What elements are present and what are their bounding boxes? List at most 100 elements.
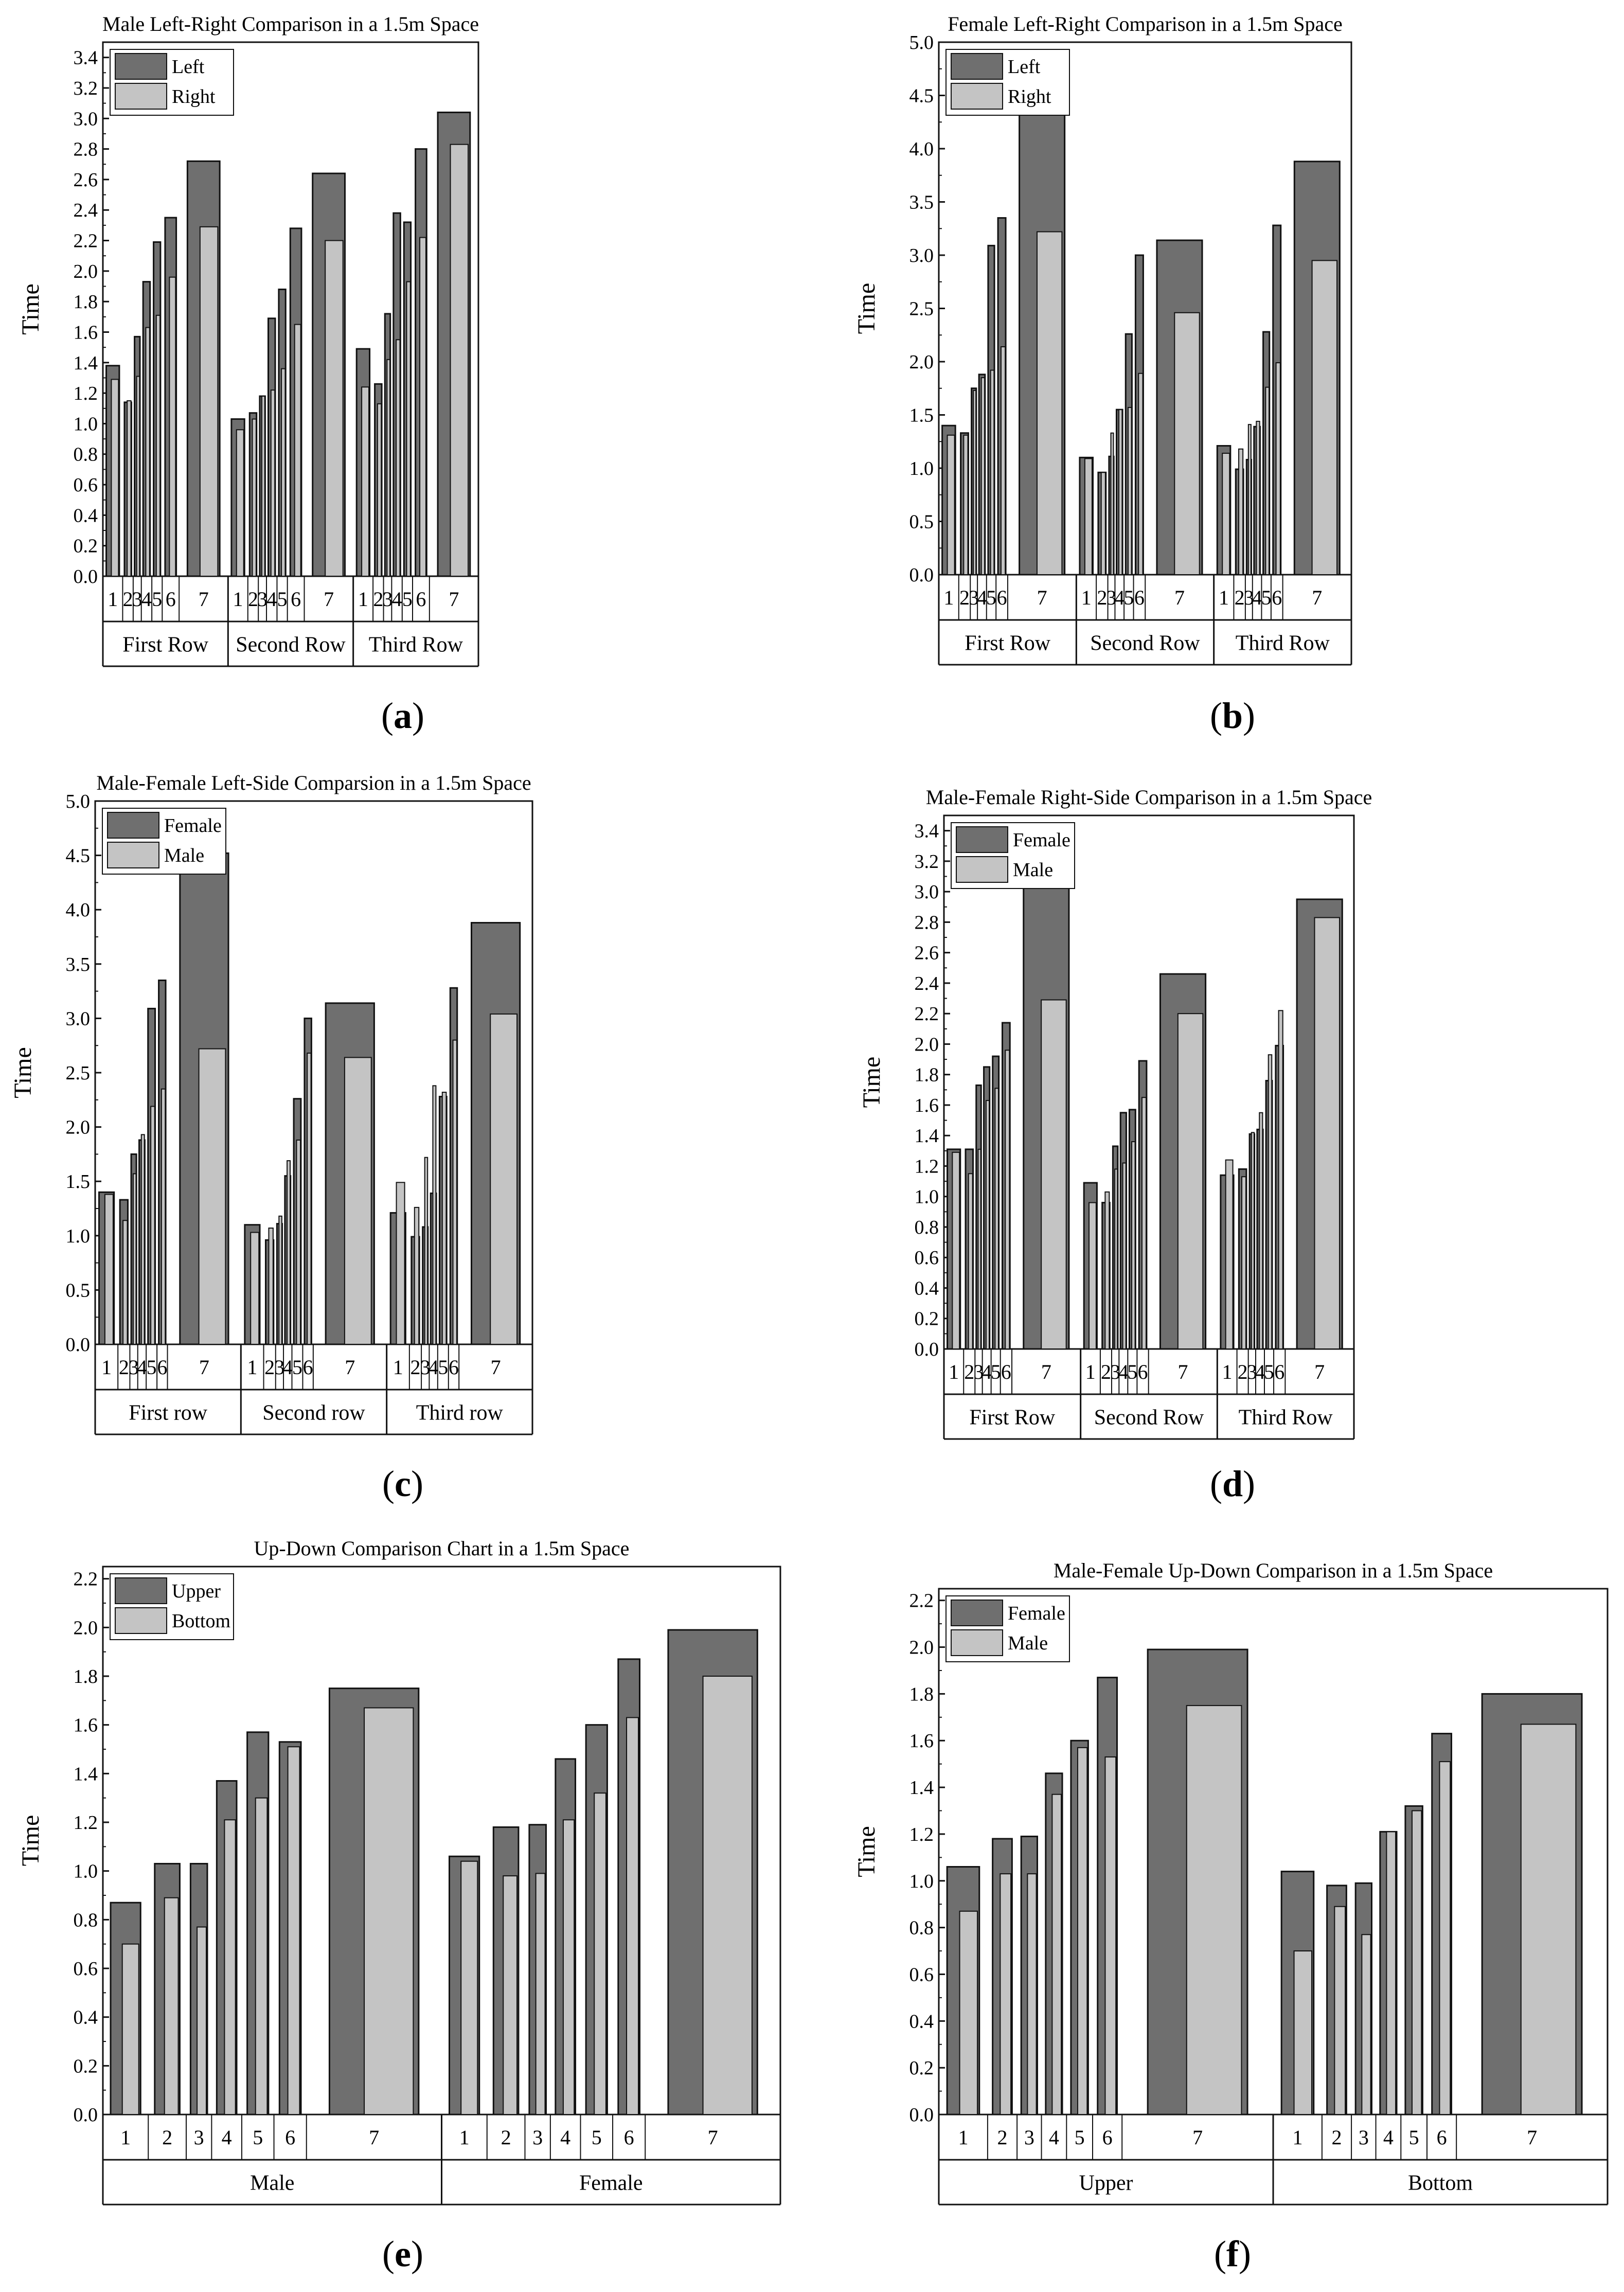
category-label: 1	[949, 1360, 959, 1383]
category-label: 4	[282, 1356, 293, 1379]
y-tick-label: 2.6	[74, 169, 98, 191]
bar-right	[236, 429, 244, 577]
y-tick-label: 1.8	[74, 1666, 98, 1687]
bar-right	[1118, 409, 1123, 576]
panel-caption: (b)	[1210, 695, 1255, 736]
bar-right	[406, 281, 411, 577]
bar-right	[294, 324, 301, 577]
bar-male	[414, 1206, 420, 1345]
y-tick-label: 1.8	[915, 1064, 939, 1086]
category-label: 5	[986, 586, 996, 609]
group-label: Second Row	[1090, 632, 1200, 655]
category-label: 4	[266, 588, 277, 611]
category-label: 5	[253, 2126, 263, 2149]
category-label: 4	[1255, 1360, 1265, 1383]
caption-close: )	[412, 695, 424, 736]
bar-male	[1141, 1097, 1147, 1350]
caption-letter: f	[1226, 2233, 1239, 2275]
bar-bottom	[287, 1746, 300, 2115]
caption-close: )	[1239, 2233, 1251, 2275]
bar-right	[1311, 260, 1338, 576]
category-label: 1	[1222, 1360, 1232, 1383]
legend-label: Upper	[172, 1580, 221, 1602]
y-tick-label: 1.2	[915, 1156, 939, 1177]
group-label: Third Row	[1236, 632, 1330, 655]
y-tick-label: 0.5	[909, 511, 934, 533]
category-label: 2	[1238, 1360, 1248, 1383]
bar-bottom	[535, 1873, 546, 2115]
bar-male	[432, 1085, 437, 1345]
y-tick-label: 1.4	[74, 1763, 98, 1785]
category-label: 3	[1024, 2126, 1034, 2149]
caption-close: )	[1243, 695, 1255, 736]
bar-bottom	[121, 1943, 139, 2116]
group-label: First row	[129, 1401, 208, 1425]
bar-male	[1051, 1793, 1062, 2115]
legend-swatch	[951, 1629, 1003, 1656]
category-label: 7	[324, 588, 334, 611]
panel-caption: (f)	[1214, 2233, 1251, 2275]
y-tick-label: 3.0	[909, 245, 934, 266]
bar-right	[1247, 424, 1252, 575]
bar-right	[963, 434, 969, 576]
group-label: First Row	[965, 632, 1051, 655]
category-label: 5	[1123, 586, 1134, 609]
category-label: 3	[1244, 586, 1254, 609]
chart-panel-c: Male-Female Left-Side Comparsion in a 1.…	[9, 771, 533, 1435]
legend-label: Female	[1008, 1603, 1065, 1624]
category-label: 3	[1107, 586, 1117, 609]
category-label: 3	[973, 1360, 984, 1383]
category-label: 6	[166, 588, 176, 611]
panel-caption: (c)	[382, 1463, 423, 1504]
bar-bottom	[164, 1897, 179, 2116]
category-label: 6	[291, 588, 301, 611]
bar-male	[307, 1052, 312, 1345]
category-label: 2	[1235, 586, 1245, 609]
bar-right	[1256, 420, 1260, 575]
y-tick-label: 3.2	[74, 78, 98, 99]
bar-male	[396, 1182, 405, 1345]
category-label: 4	[137, 1356, 147, 1379]
caption-open: (	[1210, 695, 1222, 736]
bar-male	[1027, 1873, 1037, 2115]
y-tick-label: 0.8	[74, 444, 98, 466]
y-tick-label: 0.0	[74, 2104, 98, 2126]
y-tick-label: 3.5	[909, 192, 934, 214]
y-tick-label: 0.6	[915, 1247, 939, 1269]
y-axis-label: Time	[17, 1815, 44, 1867]
bar-right	[199, 226, 219, 577]
y-tick-label: 0.2	[74, 536, 98, 557]
bar-right	[111, 379, 119, 577]
bar-male	[952, 1151, 960, 1350]
y-tick-label: 2.5	[66, 1062, 91, 1084]
chart-panel-a: Male Left-Right Comparison in a 1.5m Spa…	[17, 12, 479, 667]
y-tick-label: 3.4	[74, 47, 98, 69]
bar-bottom	[503, 1875, 518, 2115]
bar-right	[145, 327, 150, 577]
bar-male	[1386, 1831, 1397, 2115]
chart-panel-f: Male-Female Up-Down Comparison in a 1.5m…	[853, 1559, 1609, 2206]
category-label: 5	[592, 2126, 602, 2149]
group-label: Third Row	[1239, 1406, 1333, 1430]
group-label: First Row	[122, 633, 209, 657]
category-label: 6	[624, 2126, 634, 2149]
y-tick-label: 1.0	[909, 458, 934, 479]
caption-open: (	[1210, 1463, 1222, 1504]
category-label: 1	[459, 2126, 470, 2149]
caption-letter: b	[1222, 695, 1243, 736]
caption-open: (	[381, 695, 394, 736]
category-label: 3	[382, 588, 392, 611]
y-tick-label: 4.5	[909, 85, 934, 107]
y-tick-label: 4.0	[909, 138, 934, 160]
caption-letter: a	[394, 695, 412, 736]
bar-male	[1278, 1010, 1283, 1349]
category-label: 5	[991, 1360, 1001, 1383]
category-label: 7	[1041, 1360, 1051, 1383]
y-tick-label: 3.2	[915, 851, 939, 873]
category-label: 4	[1049, 2126, 1059, 2149]
y-tick-label: 0.6	[74, 474, 98, 496]
category-label: 7	[1174, 586, 1185, 609]
y-tick-label: 2.0	[915, 1034, 939, 1055]
caption-letter: e	[395, 2233, 411, 2275]
category-label: 7	[199, 1356, 209, 1379]
